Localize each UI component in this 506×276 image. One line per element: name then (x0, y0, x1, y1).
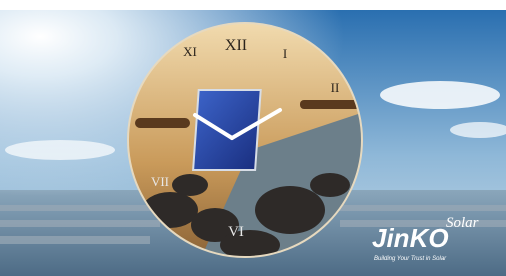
clock-numeral: I (283, 46, 287, 61)
brand-slogan: Building Your Trust in Solar (374, 256, 447, 262)
clock-numeral: VI (228, 224, 244, 240)
clock-numeral: XI (183, 44, 197, 59)
brand-name: JinKO (372, 223, 449, 253)
brand-tag: Solar (446, 215, 479, 231)
clock-numeral: XII (225, 37, 247, 54)
clock-numeral: II (331, 80, 340, 95)
solar-panel (193, 90, 261, 170)
ad-banner: XI XII I II VII VI JinKO Solar Building … (0, 0, 506, 276)
clock-numeral: VII (151, 174, 169, 189)
